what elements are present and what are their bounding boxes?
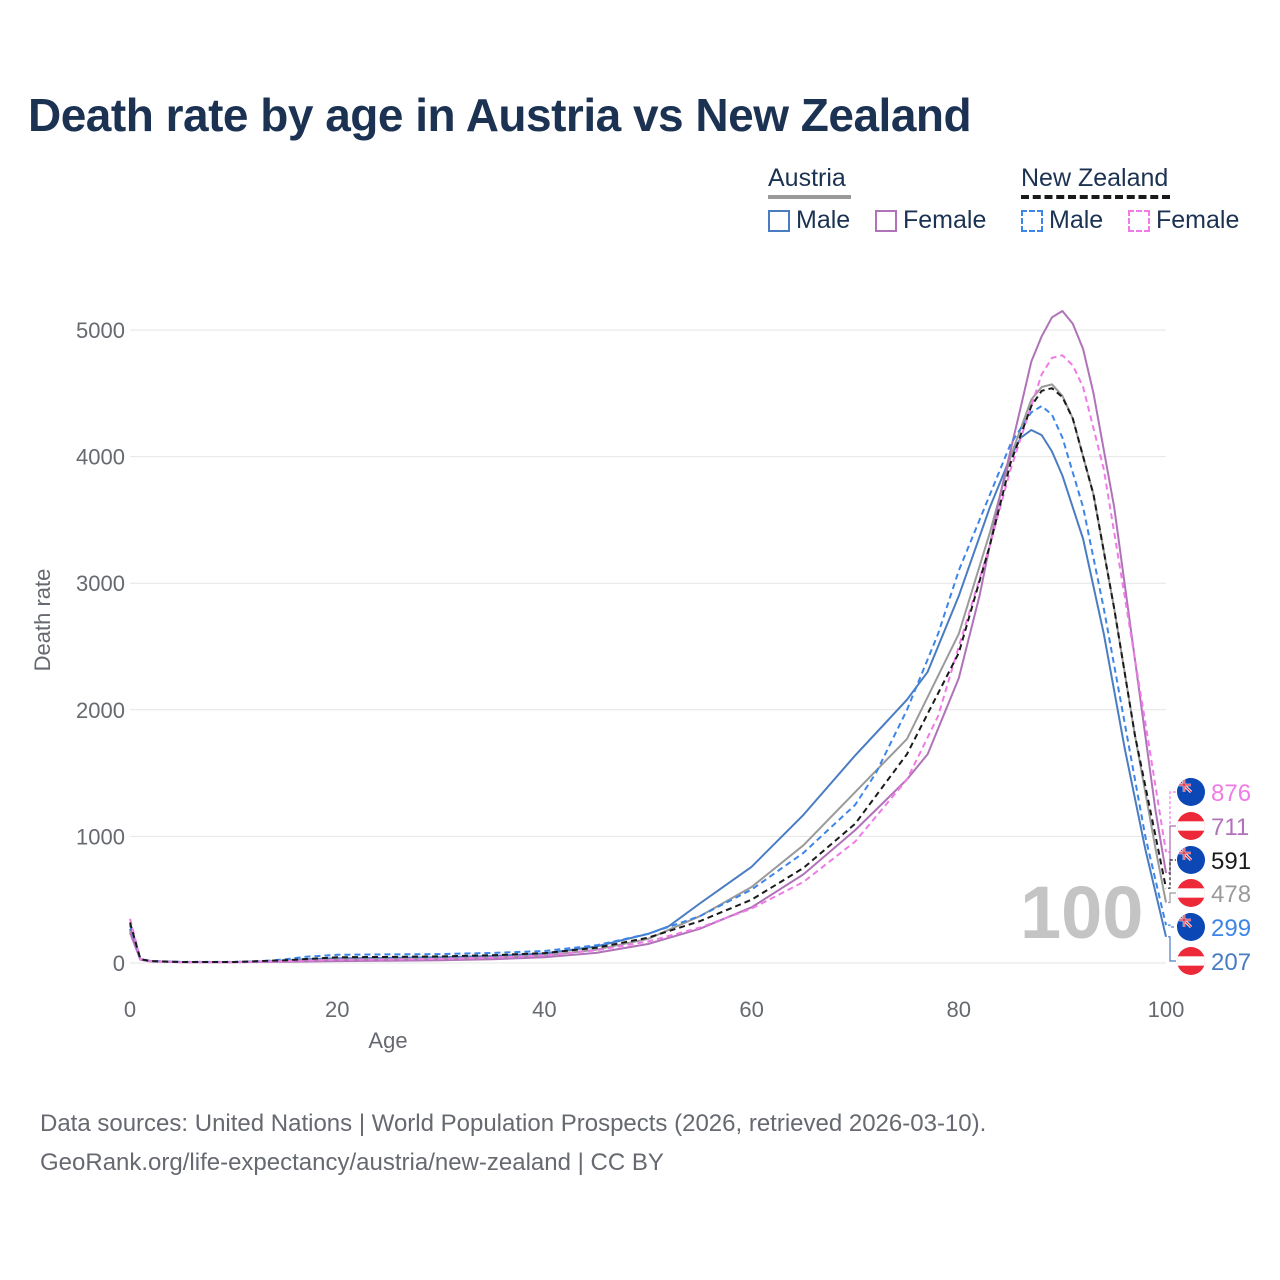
end-labels: 876 711 591 478 299 207: [1168, 778, 1251, 976]
x-tick-label: 80: [947, 997, 971, 1022]
series-line-new-zealand-total: [129, 387, 1167, 963]
y-tick-label: 5000: [76, 318, 125, 343]
footer-link[interactable]: GeoRank.org/life-expectancy/austria/new-…: [40, 1149, 664, 1176]
legend-nz-male-label: Male: [1049, 206, 1104, 234]
series-line-new-zealand-male: [129, 405, 1167, 963]
y-tick-label: 3000: [76, 571, 125, 596]
legend-nz-female-swatch: [1128, 209, 1150, 232]
end-value-label: 711: [1211, 814, 1249, 841]
x-tick-label: 60: [739, 997, 763, 1022]
end-value-label: 478: [1211, 881, 1251, 908]
line-chart: 0 1000 2000 3000 4000 5000 0 20 40 60 80 100 Age Deat…: [30, 310, 1251, 1053]
legend-austria-label: Austria: [768, 164, 846, 192]
austria-flag-icon: [1177, 879, 1205, 907]
y-axis-label: Death rate: [30, 569, 55, 672]
y-tick-label: 2000: [76, 698, 125, 723]
flag-stripe-white: [1177, 888, 1205, 898]
end-label-connector: [1168, 892, 1176, 904]
end-label-connector: [1168, 924, 1176, 928]
footer: Data sources: United Nations | World Pop…: [40, 1104, 986, 1182]
end-value-label: 207: [1211, 949, 1251, 976]
x-axis-label: Age: [368, 1028, 407, 1053]
new-zealand-flag-icon: [1177, 778, 1205, 806]
legend-austria-male[interactable]: Male: [768, 206, 850, 235]
new-zealand-flag-icon: [1177, 846, 1205, 874]
watermark-year: 100: [1020, 871, 1144, 954]
legend-nz-male[interactable]: Male: [1021, 206, 1103, 235]
end-value-label: 876: [1211, 780, 1251, 807]
end-label-connector: [1168, 825, 1176, 874]
legend-austria-female-swatch: [875, 209, 897, 232]
legend-nz-label: New Zealand: [1021, 164, 1169, 192]
footer-sources: Data sources: United Nations | World Pop…: [40, 1110, 987, 1137]
new-zealand-flag-icon: [1177, 913, 1205, 941]
flag-stripe-white: [1177, 821, 1205, 831]
legend-austria-heading: Austria: [768, 164, 851, 199]
legend-austria-line: [768, 195, 851, 199]
end-label-connector: [1168, 791, 1176, 853]
x-tick-label: 100: [1148, 997, 1185, 1022]
legend-austria-male-swatch: [768, 209, 790, 232]
x-tick-label: 40: [532, 997, 556, 1022]
y-tick-label: 1000: [76, 824, 125, 849]
series-line-new-zealand-female: [129, 354, 1167, 964]
austria-flag-icon: [1177, 947, 1205, 975]
legend-nz-female[interactable]: Female: [1128, 206, 1239, 235]
legend-austria-female[interactable]: Female: [875, 206, 986, 235]
series-line-austria-male: [129, 429, 1167, 963]
legend-nz-male-swatch: [1021, 209, 1043, 232]
end-label-connector: [1168, 859, 1176, 889]
flag-stripe-white: [1177, 956, 1205, 966]
austria-flag-icon: [1177, 812, 1205, 840]
x-tick-label: 20: [325, 997, 349, 1022]
legend-nz-line: [1021, 195, 1170, 199]
legend-austria-male-label: Male: [796, 206, 851, 234]
end-label-connector: [1168, 936, 1176, 962]
y-tick-label: 0: [113, 951, 125, 976]
end-value-label: 299: [1211, 915, 1251, 942]
x-tick-label: 0: [124, 997, 136, 1022]
page-title: Death rate by age in Austria vs New Zeal…: [28, 89, 972, 141]
legend-austria-female-label: Female: [903, 206, 987, 234]
series-line-austria-female: [129, 310, 1167, 964]
legend-nz-heading: New Zealand: [1021, 164, 1170, 199]
end-value-label: 591: [1211, 848, 1251, 875]
legend-nz-female-label: Female: [1156, 206, 1240, 234]
y-tick-label: 4000: [76, 445, 125, 470]
